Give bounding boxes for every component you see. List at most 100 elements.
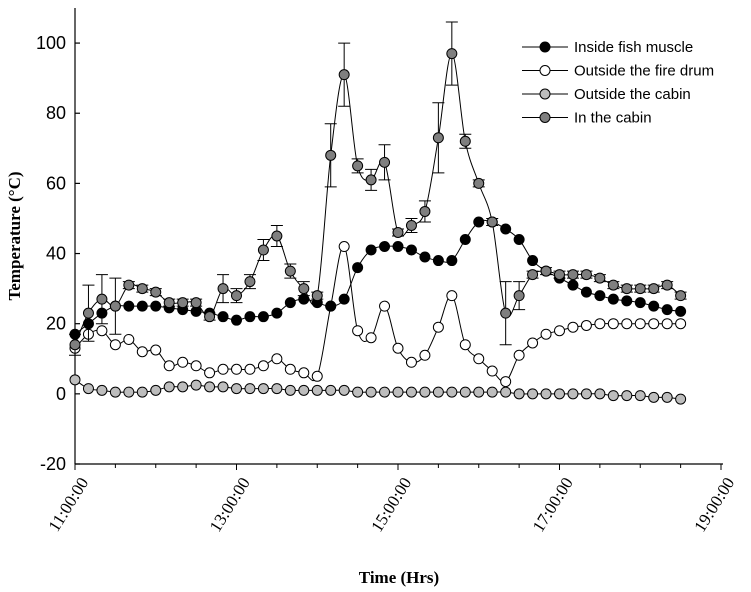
data-point bbox=[298, 283, 310, 295]
data-point bbox=[621, 283, 633, 295]
data-point bbox=[580, 388, 592, 400]
data-point bbox=[675, 305, 687, 317]
data-point bbox=[446, 290, 458, 302]
data-point bbox=[607, 293, 619, 305]
data-point bbox=[365, 332, 377, 344]
data-point bbox=[527, 255, 539, 267]
data-point bbox=[244, 311, 256, 323]
data-point bbox=[513, 388, 525, 400]
data-point bbox=[150, 300, 162, 312]
data-point bbox=[82, 383, 94, 395]
data-point bbox=[284, 363, 296, 375]
data-point bbox=[446, 255, 458, 267]
y-tick-label: 80 bbox=[46, 103, 66, 123]
data-point bbox=[607, 318, 619, 330]
data-point bbox=[338, 69, 350, 81]
data-point bbox=[432, 321, 444, 333]
data-point bbox=[123, 279, 135, 291]
data-point bbox=[96, 325, 108, 337]
axes bbox=[74, 8, 723, 465]
data-point bbox=[136, 300, 148, 312]
data-point bbox=[365, 174, 377, 186]
data-point bbox=[446, 386, 458, 398]
data-point bbox=[621, 318, 633, 330]
data-point bbox=[459, 234, 471, 246]
data-point bbox=[311, 384, 323, 396]
data-point bbox=[271, 383, 283, 395]
legend-marker bbox=[539, 65, 551, 76]
data-point bbox=[217, 311, 229, 323]
data-point bbox=[392, 342, 404, 354]
data-point bbox=[405, 356, 417, 368]
data-point bbox=[634, 318, 646, 330]
data-point bbox=[204, 381, 216, 393]
series-4 bbox=[69, 21, 687, 356]
legend: Inside fish muscle Outside the fire drum O… bbox=[522, 39, 714, 127]
y-ticks: -20 0 20 40 60 80 100 bbox=[36, 33, 80, 474]
data-point bbox=[540, 328, 552, 340]
data-point bbox=[419, 205, 431, 217]
data-point bbox=[634, 283, 646, 295]
data-point bbox=[675, 318, 687, 330]
data-point bbox=[661, 304, 673, 316]
data-point bbox=[432, 386, 444, 398]
data-point bbox=[257, 383, 269, 395]
data-point bbox=[661, 391, 673, 403]
data-point bbox=[325, 300, 337, 312]
data-point bbox=[190, 360, 202, 372]
data-point bbox=[150, 286, 162, 298]
data-point bbox=[594, 290, 606, 302]
data-point bbox=[661, 318, 673, 330]
data-point bbox=[311, 370, 323, 382]
data-point bbox=[567, 388, 579, 400]
data-point bbox=[96, 384, 108, 396]
data-point bbox=[594, 318, 606, 330]
data-point bbox=[513, 290, 525, 302]
data-point bbox=[527, 269, 539, 281]
data-point bbox=[123, 386, 135, 398]
data-point bbox=[352, 325, 364, 337]
data-point bbox=[527, 388, 539, 400]
data-point bbox=[473, 177, 485, 189]
data-point bbox=[379, 386, 391, 398]
data-point bbox=[419, 349, 431, 361]
data-point bbox=[271, 353, 283, 365]
legend-label: Outside the cabin bbox=[574, 86, 691, 103]
data-point bbox=[96, 293, 108, 305]
data-point bbox=[540, 388, 552, 400]
data-point bbox=[257, 244, 269, 256]
data-point bbox=[150, 344, 162, 356]
y-tick-label: 60 bbox=[46, 173, 66, 193]
y-tick-label: 100 bbox=[36, 33, 66, 53]
data-point bbox=[648, 391, 660, 403]
data-point bbox=[580, 269, 592, 281]
y-tick-label: -20 bbox=[40, 454, 66, 474]
data-point bbox=[136, 283, 148, 295]
data-point bbox=[580, 286, 592, 298]
data-point bbox=[123, 333, 135, 345]
data-point bbox=[109, 339, 121, 351]
x-tick-label: 17:00:00 bbox=[529, 474, 577, 535]
data-point bbox=[217, 283, 229, 295]
data-point bbox=[338, 293, 350, 305]
data-point bbox=[284, 384, 296, 396]
y-axis-title: Temperature (°C) bbox=[5, 171, 24, 300]
data-point bbox=[204, 311, 216, 323]
series-layer bbox=[69, 21, 687, 405]
data-point bbox=[486, 216, 498, 228]
data-point bbox=[365, 386, 377, 398]
data-point bbox=[338, 241, 350, 253]
data-point bbox=[405, 386, 417, 398]
data-point bbox=[607, 390, 619, 402]
data-point bbox=[486, 386, 498, 398]
data-point bbox=[163, 381, 175, 393]
data-point bbox=[405, 244, 417, 256]
series-line bbox=[74, 246, 681, 383]
data-point bbox=[419, 386, 431, 398]
data-point bbox=[607, 279, 619, 291]
data-point bbox=[352, 386, 364, 398]
data-point bbox=[352, 262, 364, 274]
x-ticks: 11:00:00 13:00:00 15:00:00 17:00:00 19:00:00 bbox=[45, 464, 738, 535]
data-point bbox=[69, 339, 81, 351]
data-point bbox=[325, 149, 337, 161]
